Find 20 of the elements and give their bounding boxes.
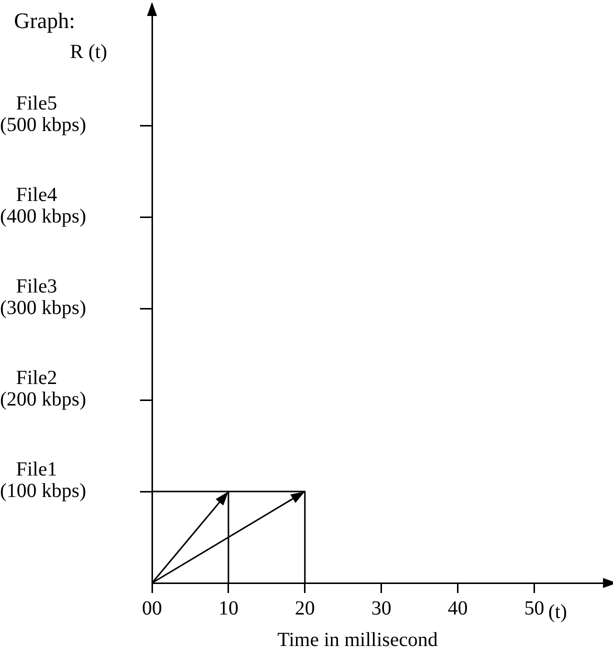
x-axis-title: Time in millisecond (277, 629, 438, 651)
text: File5 (16, 92, 58, 115)
x-tick-label: 30 (371, 597, 392, 620)
chart-title: Graph: (14, 8, 76, 33)
text: File2 (16, 367, 58, 390)
x-tick-label: 10 (218, 597, 238, 620)
text: File1 (16, 458, 58, 481)
text: File3 (16, 276, 58, 298)
y-tick-label: (200 kbps) (0, 388, 86, 410)
text: File4 (16, 184, 58, 206)
y-axis-title: R (t) (70, 41, 108, 63)
text: (t) (548, 601, 568, 623)
x-tick-label: 40 (448, 597, 468, 620)
x-tick-label: 20 (294, 597, 315, 620)
y-tick-label: (300 kbps) (0, 296, 86, 319)
y-tick-label: (400 kbps) (0, 205, 86, 228)
y-tick-label: (500 kbps) (0, 114, 86, 136)
y-tick-label: (100 kbps) (0, 480, 86, 502)
x-tick-label: 50 (524, 597, 544, 620)
x-tick-label: 00 (142, 597, 162, 620)
